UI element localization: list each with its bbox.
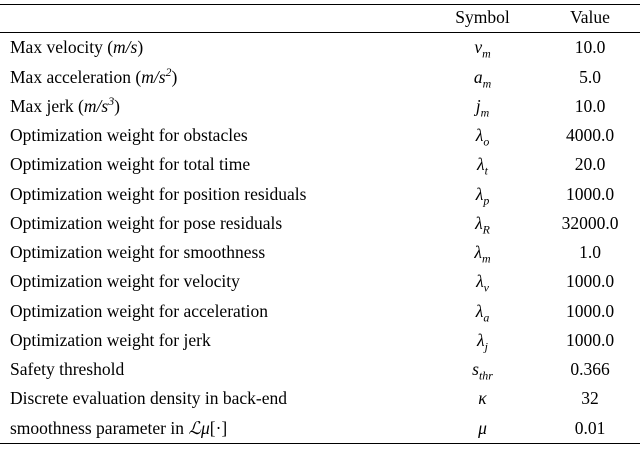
symbol-cell: sthr — [472, 359, 493, 383]
value-cell: 1.0 — [579, 242, 601, 263]
value-cell: 0.366 — [570, 359, 610, 380]
param-name-cell: Optimization weight for acceleration — [10, 300, 269, 321]
parameters-table: Symbol Value Max velocity (m/s) vm 10.0 Max… — [0, 4, 640, 444]
param-name-cell: Max velocity (m/s) — [10, 37, 144, 58]
header-value-cell: Value — [570, 7, 610, 27]
param-name-cell: Optimization weight for position residua… — [10, 183, 307, 204]
table-row: Max acceleration (m/s2) am 5.0 — [0, 62, 640, 91]
symbol-cell: am — [473, 66, 492, 91]
value-cell: 10.0 — [574, 37, 606, 58]
symbol-cell: λa — [475, 300, 490, 325]
value-cell: 1000.0 — [565, 271, 615, 292]
value-cell: 4000.0 — [565, 125, 615, 146]
value-cell: 32 — [581, 388, 599, 409]
param-name-cell: Optimization weight for velocity — [10, 271, 240, 292]
symbol-cell: vm — [474, 37, 491, 61]
table-row: Optimization weight for obstacles λo 4000.… — [0, 121, 640, 150]
symbol-cell: λm — [474, 242, 491, 266]
table-row: Optimization weight for total time λt 20.0 — [0, 150, 640, 179]
param-name-cell: Optimization weight for smoothness — [10, 242, 266, 263]
table-row: Optimization weight for position residua… — [0, 179, 640, 208]
table-row: Max jerk (m/s3) jm 10.0 — [0, 92, 640, 121]
symbol-cell: jm — [475, 95, 490, 120]
symbol-cell: λt — [477, 154, 488, 178]
param-name-cell: Max jerk (m/s3) — [10, 93, 120, 116]
symbol-cell: λv — [476, 271, 489, 295]
table-row: Safety threshold sthr 0.366 — [0, 355, 640, 384]
table-body: Max velocity (m/s) vm 10.0 Max acceleration… — [0, 33, 640, 444]
symbol-cell: λp — [475, 183, 490, 208]
symbol-cell: κ — [478, 388, 487, 409]
table-header: Symbol Value — [0, 5, 640, 33]
param-name-cell: smoothness parameter in ℒμ[·] — [10, 417, 228, 438]
symbol-cell: μ — [478, 417, 487, 438]
table-row: Optimization weight for velocity λv 1000.0 — [0, 267, 640, 296]
value-cell: 32000.0 — [561, 212, 619, 233]
param-name-cell: Optimization weight for pose residuals — [10, 212, 283, 233]
symbol-cell: λR — [475, 212, 490, 237]
table-row: Discrete evaluation density in back-end κ… — [0, 384, 640, 413]
table-row: Optimization weight for acceleration λa 10… — [0, 297, 640, 326]
param-name-cell: Optimization weight for jerk — [10, 329, 211, 350]
value-cell: 10.0 — [574, 95, 606, 116]
value-cell: 1000.0 — [565, 329, 615, 350]
param-name-cell: Optimization weight for obstacles — [10, 125, 248, 146]
value-cell: 20.0 — [574, 154, 606, 175]
table-row: Optimization weight for smoothness λm 1.0 — [0, 238, 640, 267]
header-empty-cell — [0, 5, 425, 33]
param-name-cell: Safety threshold — [10, 359, 125, 380]
param-name-cell: Discrete evaluation density in back-end — [10, 388, 287, 409]
value-cell: 5.0 — [579, 66, 601, 87]
symbol-cell: λj — [477, 329, 488, 354]
value-cell: 1000.0 — [565, 183, 615, 204]
symbol-cell: λo — [475, 125, 490, 149]
header-symbol-cell: Symbol — [455, 7, 510, 27]
param-name-cell: Max acceleration (m/s2) — [10, 64, 178, 87]
value-cell: 1000.0 — [565, 300, 615, 321]
table-row: Max velocity (m/s) vm 10.0 — [0, 33, 640, 63]
table-row: Optimization weight for jerk λj 1000.0 — [0, 326, 640, 355]
header-row: Symbol Value — [0, 5, 640, 33]
table-row: Optimization weight for pose residuals λR… — [0, 209, 640, 238]
table-row: smoothness parameter in ℒμ[·] μ 0.01 — [0, 414, 640, 444]
param-name-cell: Optimization weight for total time — [10, 154, 251, 175]
value-cell: 0.01 — [574, 417, 606, 438]
